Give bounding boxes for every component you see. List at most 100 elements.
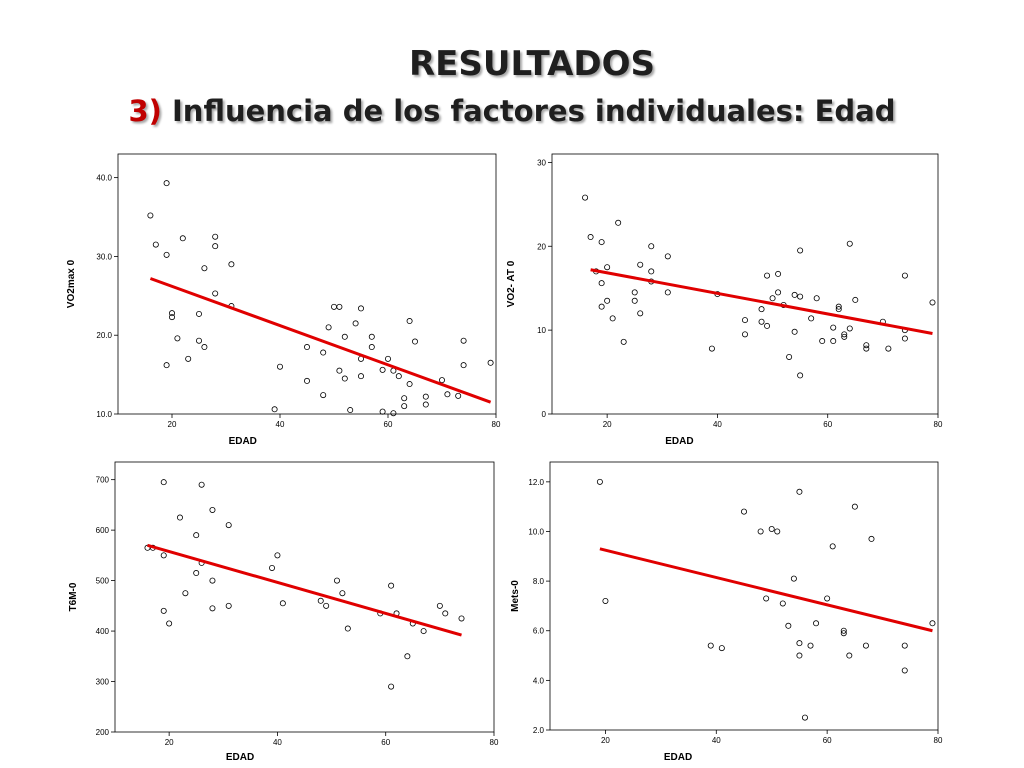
scatter-panel-t6m: 20 40 60 80 200 300 400 500 600 700 EDAD T6M-0 [60,456,506,768]
data-point [620,338,627,345]
data-point [604,297,611,304]
data-point [637,261,644,268]
data-point [790,575,797,582]
data-point [401,395,408,402]
x-tick-label: 20 [603,420,612,429]
data-point [602,597,609,604]
data-point [813,295,820,302]
x-tick-label: 80 [934,736,943,745]
data-point [179,235,186,242]
data-point [819,338,826,345]
x-tick-label: 60 [823,736,832,745]
x-tick-label: 40 [713,420,722,429]
data-point [458,615,465,622]
data-point [598,303,605,310]
data-point [929,620,936,627]
y-axis-label: T6M-0 [68,582,79,611]
data-point [901,642,908,649]
y-tick-label: 700 [96,476,110,485]
data-point [841,333,848,340]
data-point [357,373,364,380]
x-tick-label: 60 [823,420,832,429]
data-point [163,362,170,369]
data-point [829,543,836,550]
x-tick-label: 80 [492,420,501,429]
data-point [160,479,167,486]
data-point [846,652,853,659]
data-point [388,582,395,589]
x-tick-label: 40 [712,736,721,745]
scatter-panel-vo2max: 20 40 60 80 10.0 20.0 30.0 40.0 EDAD VO2max 0 [60,148,506,452]
data-point [664,253,671,260]
regression-line [590,268,933,335]
data-point [352,320,359,327]
y-tick-label: 200 [96,728,110,737]
data-point [225,602,232,609]
data-point [225,522,232,529]
data-point [303,377,310,384]
data-point [807,642,814,649]
data-point [863,342,870,349]
scatter-panel-vo2-at: 20 40 60 80 0 10 20 30 EDAD VO2- AT 0 [500,148,950,452]
data-point [604,264,611,271]
data-point [764,272,771,279]
data-point [840,630,847,637]
data-point [852,296,859,303]
data-point [195,310,202,317]
data-point [212,290,219,297]
subtitle-text: Influencia de los factores individuales:… [172,94,896,128]
y-tick-label: 500 [96,577,110,586]
data-point [664,289,671,296]
x-tick-label: 60 [384,420,393,429]
data-point [228,261,235,268]
data-point [596,478,603,485]
y-axis-label: VO2- AT 0 [506,260,517,307]
data-point [422,393,429,400]
plot-area [551,153,939,415]
data-point [813,620,820,627]
data-point [707,642,714,649]
scatter-panel-mets: 20 40 60 80 2.0 4.0 6.0 8.0 10.0 12.0 EDAD Mets-0 [500,456,950,768]
data-point [406,381,413,388]
data-point [841,331,848,338]
data-point [368,333,375,340]
x-axis-label: EDAD [226,752,254,763]
x-tick-label: 20 [165,738,174,747]
y-tick-label: 4.0 [533,676,545,685]
data-point [323,602,330,609]
data-point [325,324,332,331]
data-point [835,303,842,310]
data-point [708,345,715,352]
x-axis-label: EDAD [229,436,257,447]
data-point [796,488,803,495]
x-tick-label: 60 [381,738,390,747]
data-point [344,625,351,632]
data-point [487,359,494,366]
data-point [741,317,748,324]
data-point [368,344,375,351]
data-point [279,600,286,607]
data-point [271,406,278,413]
data-point [846,325,853,332]
y-tick-label: 40.0 [96,174,112,183]
data-point [317,597,324,604]
data-point [901,272,908,279]
data-point [830,338,837,345]
data-point [768,526,775,533]
data-point [901,667,908,674]
data-point [615,219,622,226]
regression-line [147,543,462,637]
data-point [166,620,173,627]
x-tick-label: 20 [601,736,610,745]
data-point [406,318,413,325]
scatter-chart-vo2max: 20 40 60 80 10.0 20.0 30.0 40.0 EDAD VO2max 0 [66,153,501,447]
data-point [758,306,765,313]
y-tick-label: 2.0 [533,726,545,735]
data-point [201,265,208,272]
data-point [336,367,343,374]
data-point [637,310,644,317]
data-point [786,353,793,360]
data-point [169,314,176,321]
data-point [598,280,605,287]
x-axis-label: EDAD [665,436,693,447]
